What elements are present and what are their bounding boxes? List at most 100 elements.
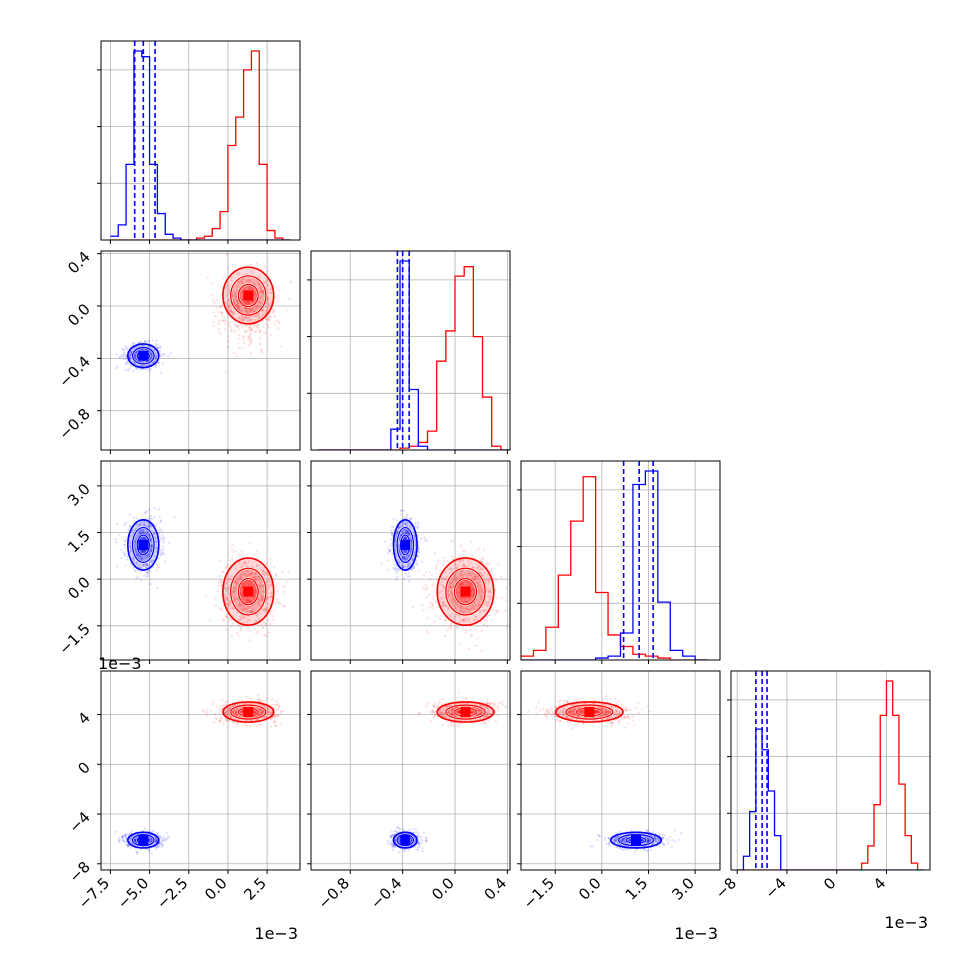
sample-point xyxy=(251,287,254,290)
sample-point xyxy=(242,606,246,610)
sample-point xyxy=(266,573,269,576)
sample-point xyxy=(144,340,147,343)
sample-point xyxy=(476,581,479,584)
sample-point xyxy=(244,582,247,586)
sample-point xyxy=(205,714,208,717)
sample-point xyxy=(428,570,431,574)
sample-point xyxy=(248,580,252,584)
sample-point xyxy=(147,553,150,556)
sample-point xyxy=(219,710,222,713)
sample-point xyxy=(267,304,271,307)
sample-point xyxy=(468,582,471,585)
sample-point xyxy=(121,836,124,840)
sample-point xyxy=(159,520,162,523)
sample-point xyxy=(241,563,244,567)
sample-point xyxy=(447,593,451,596)
sample-point xyxy=(227,266,230,269)
sample-point xyxy=(219,705,222,708)
sample-point xyxy=(247,569,250,573)
sample-point xyxy=(405,529,409,533)
sample-point xyxy=(267,631,271,635)
sample-point xyxy=(249,332,252,335)
sample-point xyxy=(147,569,150,573)
sample-point xyxy=(248,598,252,602)
sample-point xyxy=(267,297,270,300)
sample-point xyxy=(266,323,270,327)
sample-point xyxy=(469,589,473,593)
sample-point xyxy=(225,713,228,717)
sample-point xyxy=(233,589,236,593)
sample-point xyxy=(239,626,243,629)
sample-point xyxy=(266,706,270,709)
sample-point xyxy=(145,563,149,567)
sample-point xyxy=(263,574,267,578)
sample-point xyxy=(450,555,454,558)
sample-point xyxy=(259,590,263,594)
sample-point xyxy=(249,572,252,575)
sample-point xyxy=(250,263,253,266)
sample-point xyxy=(244,309,248,313)
sample-point xyxy=(224,287,227,290)
sample-point xyxy=(258,328,262,332)
sample-point xyxy=(234,296,238,299)
sample-point xyxy=(240,604,243,608)
sample-point xyxy=(496,609,499,612)
sample-point xyxy=(420,604,424,607)
sample-point xyxy=(264,317,268,320)
sample-point xyxy=(422,574,425,577)
sample-point xyxy=(224,582,227,585)
sample-point xyxy=(238,560,241,564)
sample-point xyxy=(211,293,214,297)
sample-point xyxy=(134,541,137,545)
sample-point xyxy=(235,712,238,715)
sample-point xyxy=(246,562,249,565)
sample-point xyxy=(406,530,410,534)
sample-point xyxy=(227,587,230,590)
y-tick-label: −1.5 xyxy=(55,620,93,658)
sample-point xyxy=(478,603,481,606)
sample-point xyxy=(407,554,411,558)
sample-point xyxy=(150,518,154,521)
sample-point xyxy=(479,621,483,624)
sample-point xyxy=(247,300,250,303)
sample-point xyxy=(234,713,238,716)
sample-point xyxy=(402,577,406,580)
sample-point xyxy=(271,308,275,311)
sample-point xyxy=(238,575,241,578)
sample-point xyxy=(241,710,244,713)
sample-point xyxy=(451,595,454,598)
sample-point xyxy=(246,319,250,322)
sample-point xyxy=(140,537,144,540)
sample-point xyxy=(258,713,261,717)
sample-point xyxy=(225,615,228,619)
sample-point xyxy=(154,342,157,346)
sample-point xyxy=(255,614,259,617)
sample-point xyxy=(249,582,253,585)
sample-point xyxy=(487,590,491,594)
sample-point xyxy=(247,600,250,604)
sample-point xyxy=(405,532,409,535)
sample-point xyxy=(221,277,224,280)
sample-point xyxy=(224,596,228,599)
sample-point xyxy=(247,584,251,587)
sample-point xyxy=(478,580,482,584)
sample-point xyxy=(444,578,447,581)
sample-point xyxy=(265,634,268,638)
sample-point xyxy=(147,368,151,371)
sample-point xyxy=(247,329,250,332)
sample-point xyxy=(401,563,404,567)
sample-point xyxy=(225,714,228,717)
sample-point xyxy=(141,531,145,534)
sample-point xyxy=(133,837,137,841)
sample-point xyxy=(287,570,290,574)
sample-point xyxy=(474,604,478,607)
sample-point xyxy=(450,582,453,586)
sample-point xyxy=(139,558,143,561)
sample-point xyxy=(239,607,242,611)
sample-point xyxy=(480,588,484,592)
sample-point xyxy=(477,600,481,603)
sample-point xyxy=(125,361,128,364)
sample-point xyxy=(390,532,393,535)
sample-point xyxy=(446,590,450,593)
sample-point xyxy=(133,569,136,572)
